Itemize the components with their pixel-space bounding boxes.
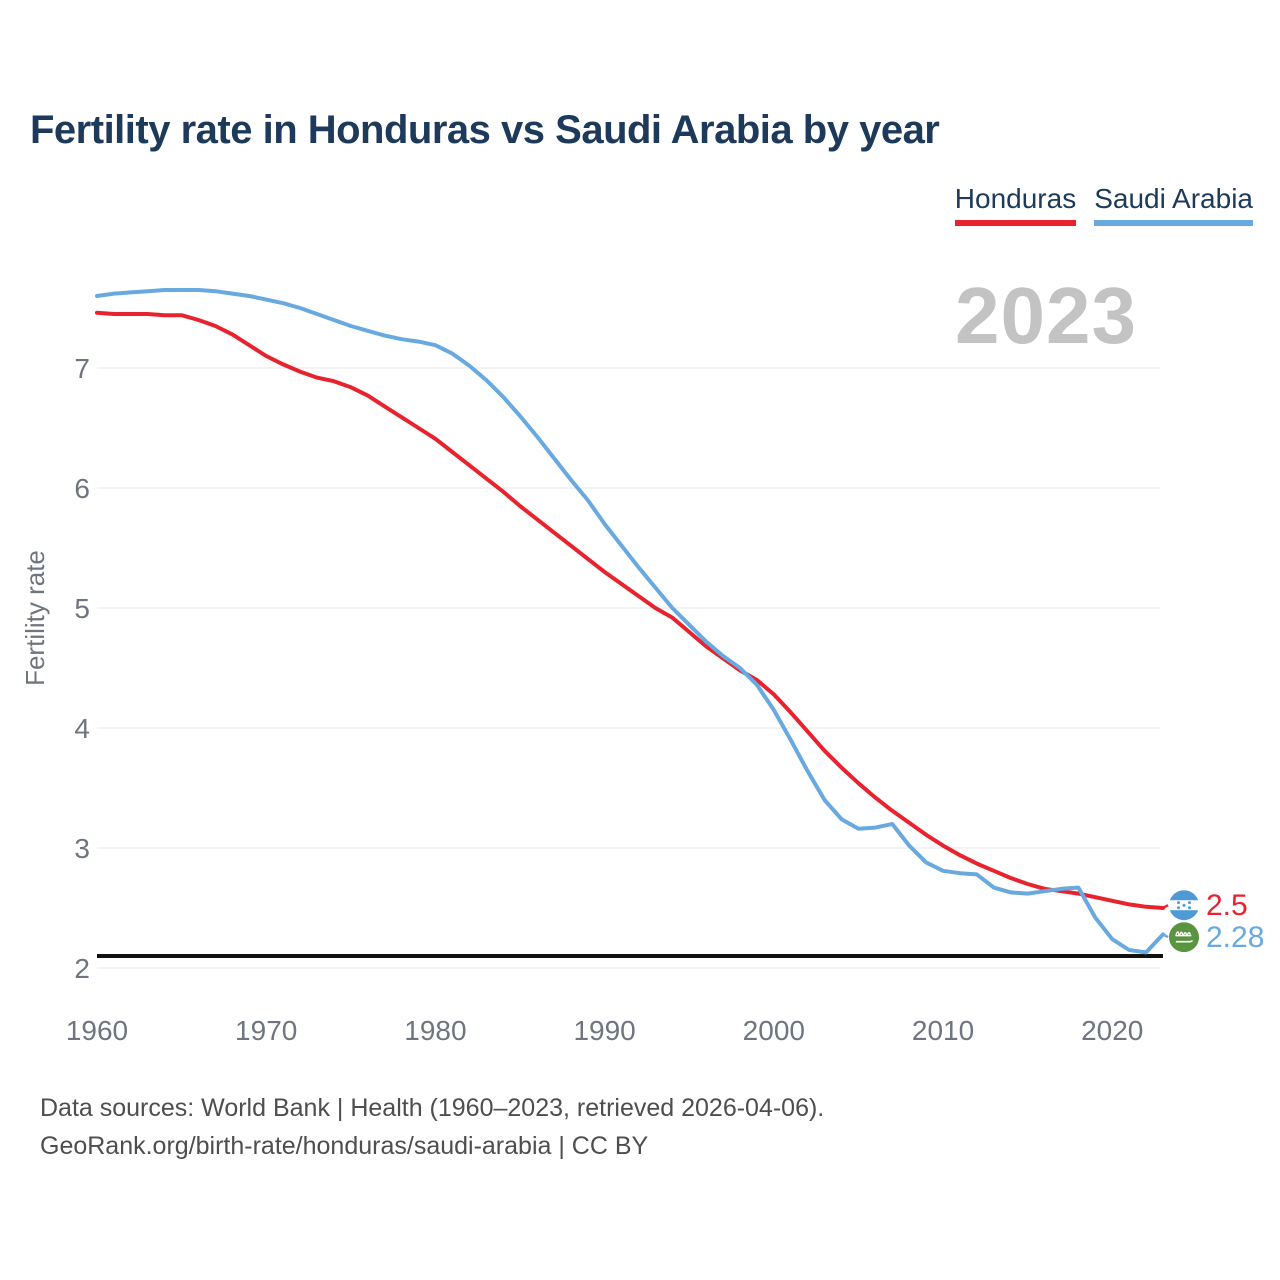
- end-connector-saudi-arabia: [1162, 933, 1169, 939]
- legend: Honduras Saudi Arabia: [954, 183, 1253, 226]
- series-line-saudi-arabia: [95, 288, 1165, 955]
- y-axis-title: Fertility rate: [20, 550, 50, 686]
- source-note: Data sources: World Bank | Health (1960–…: [40, 1089, 824, 1165]
- legend-item-saudi-arabia[interactable]: Saudi Arabia: [1094, 183, 1253, 226]
- y-tick-label-7: 7: [74, 353, 90, 384]
- x-tick-label-1970: 1970: [235, 1015, 297, 1046]
- saudi-arabia-flag-icon: [1169, 922, 1199, 953]
- x-tick-label-1960: 1960: [66, 1015, 128, 1046]
- x-tick-label-1980: 1980: [404, 1015, 466, 1046]
- x-tick-label-1990: 1990: [573, 1015, 635, 1046]
- x-tick-label-2020: 2020: [1081, 1015, 1143, 1046]
- source-line-1: Data sources: World Bank | Health (1960–…: [40, 1094, 825, 1122]
- end-value-label-saudi-arabia: 2.28: [1206, 921, 1264, 954]
- y-tick-label-2: 2: [74, 953, 90, 984]
- source-line-2: GeoRank.org/birth-rate/honduras/saudi-ar…: [40, 1132, 649, 1160]
- y-tick-label-5: 5: [74, 593, 90, 624]
- legend-item-honduras[interactable]: Honduras: [954, 183, 1077, 226]
- y-tick-label-3: 3: [74, 833, 90, 864]
- honduras-flag-icon: [1169, 890, 1199, 921]
- series-line-honduras: [95, 310, 1165, 910]
- x-tick-label-2010: 2010: [912, 1015, 974, 1046]
- y-tick-label-6: 6: [74, 473, 90, 504]
- end-value-label-honduras: 2.5: [1206, 889, 1248, 922]
- x-tick-label-2000: 2000: [743, 1015, 805, 1046]
- end-connector-honduras: [1162, 904, 1169, 910]
- y-tick-label-4: 4: [74, 713, 90, 744]
- year-watermark: 2023: [955, 271, 1137, 360]
- chart-title: Fertility rate in Honduras vs Saudi Arab…: [30, 108, 940, 152]
